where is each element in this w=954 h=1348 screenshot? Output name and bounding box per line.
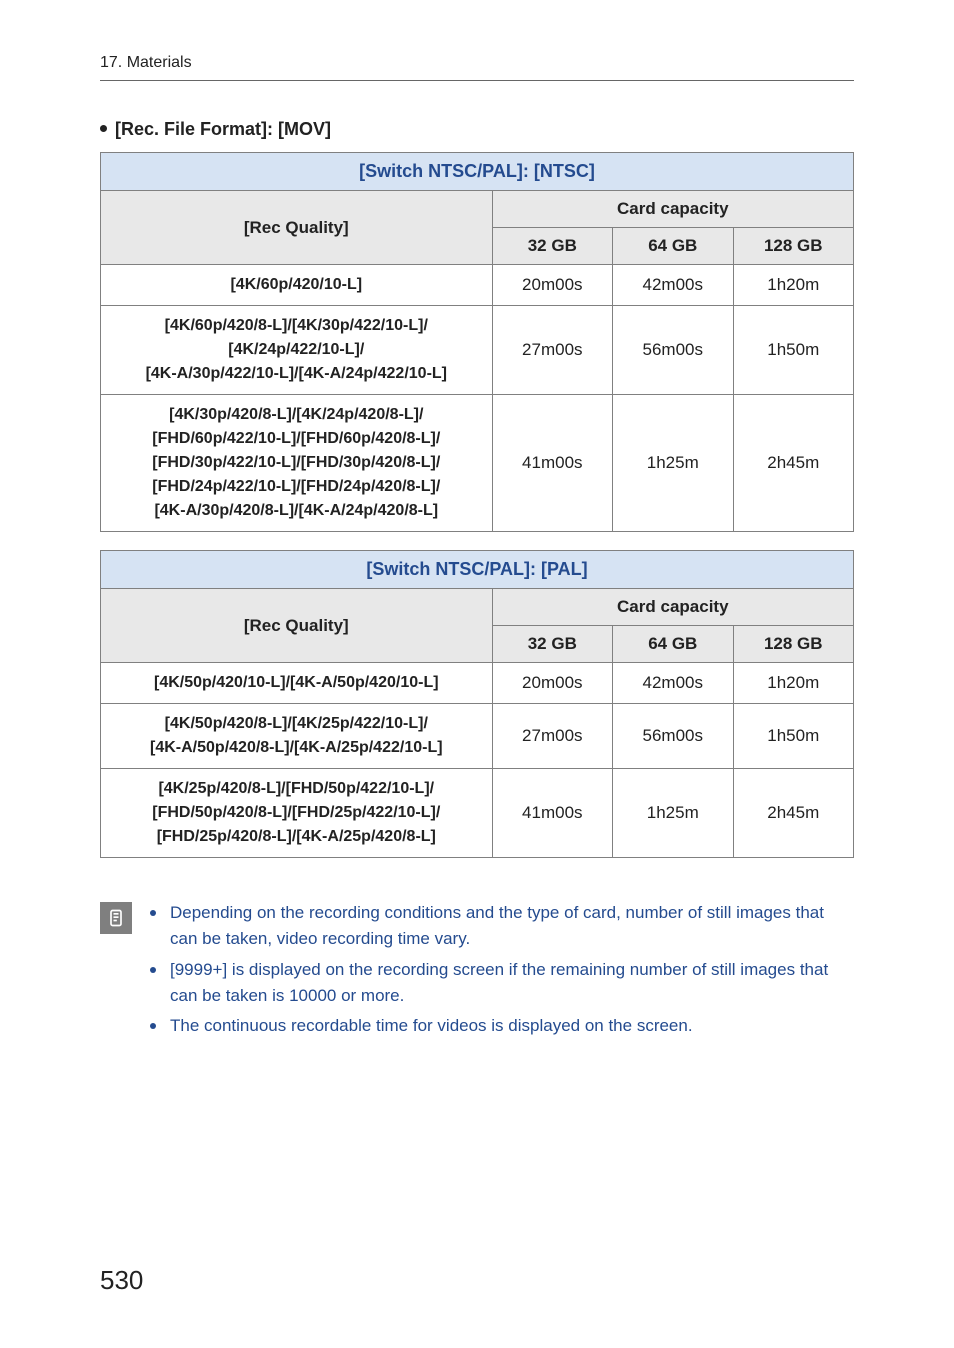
rec-quality-cell: [4K/30p/420/8-L]/[4K/24p/420/8-L]/[FHD/6… xyxy=(101,395,493,532)
value-cell: 56m00s xyxy=(613,704,733,769)
value-cell: 1h20m xyxy=(733,663,854,704)
rec-quality-header: [Rec Quality] xyxy=(101,589,493,663)
value-cell: 1h50m xyxy=(733,704,854,769)
rec-quality-cell: [4K/50p/420/10-L]/[4K-A/50p/420/10-L] xyxy=(101,663,493,704)
value-cell: 41m00s xyxy=(492,769,612,858)
col-32gb: 32 GB xyxy=(492,228,612,265)
rec-quality-cell: [4K/50p/420/8-L]/[4K/25p/422/10-L]/[4K-A… xyxy=(101,704,493,769)
col-128gb: 128 GB xyxy=(733,228,854,265)
table-row: [4K/30p/420/8-L]/[4K/24p/420/8-L]/[FHD/6… xyxy=(101,395,854,532)
value-cell: 42m00s xyxy=(613,265,733,306)
rec-quality-cell: [4K/60p/420/8-L]/[4K/30p/422/10-L]/[4K/2… xyxy=(101,306,493,395)
bullet-icon xyxy=(150,910,156,916)
table-ntsc: [Switch NTSC/PAL]: [NTSC] [Rec Quality] … xyxy=(100,152,854,532)
bullet-icon xyxy=(150,1023,156,1029)
value-cell: 1h25m xyxy=(613,395,733,532)
col-64gb: 64 GB xyxy=(613,228,733,265)
table-pal: [Switch NTSC/PAL]: [PAL] [Rec Quality] C… xyxy=(100,550,854,858)
note-text: Depending on the recording conditions an… xyxy=(170,900,854,953)
table-row: [4K/50p/420/8-L]/[4K/25p/422/10-L]/[4K-A… xyxy=(101,704,854,769)
table-row: [4K/50p/420/10-L]/[4K-A/50p/420/10-L] 20… xyxy=(101,663,854,704)
value-cell: 1h50m xyxy=(733,306,854,395)
note-text: The continuous recordable time for video… xyxy=(170,1013,693,1039)
info-note-icon xyxy=(100,902,132,934)
table-ntsc-title: [Switch NTSC/PAL]: [NTSC] xyxy=(101,153,854,191)
value-cell: 27m00s xyxy=(492,306,612,395)
value-cell: 20m00s xyxy=(492,265,612,306)
value-cell: 56m00s xyxy=(613,306,733,395)
value-cell: 1h25m xyxy=(613,769,733,858)
value-cell: 20m00s xyxy=(492,663,612,704)
col-128gb: 128 GB xyxy=(733,626,854,663)
table-row: [4K/60p/420/8-L]/[4K/30p/422/10-L]/[4K/2… xyxy=(101,306,854,395)
rec-quality-header: [Rec Quality] xyxy=(101,191,493,265)
note-text: [9999+] is displayed on the recording sc… xyxy=(170,957,854,1010)
rec-file-format-heading: [Rec. File Format]: [MOV] xyxy=(100,119,854,140)
table-row: [4K/60p/420/10-L] 20m00s 42m00s 1h20m xyxy=(101,265,854,306)
note-item: [9999+] is displayed on the recording sc… xyxy=(150,957,854,1010)
bullet-icon xyxy=(150,967,156,973)
heading-text: [Rec. File Format]: [MOV] xyxy=(115,119,331,139)
card-capacity-header: Card capacity xyxy=(492,191,853,228)
notes-block: Depending on the recording conditions an… xyxy=(100,900,854,1044)
table-row: [4K/25p/420/8-L]/[FHD/50p/422/10-L]/[FHD… xyxy=(101,769,854,858)
note-item: The continuous recordable time for video… xyxy=(150,1013,854,1039)
value-cell: 2h45m xyxy=(733,769,854,858)
bullet-icon xyxy=(100,125,107,132)
value-cell: 2h45m xyxy=(733,395,854,532)
value-cell: 1h20m xyxy=(733,265,854,306)
chapter-label: 17. Materials xyxy=(100,54,854,81)
table-pal-title: [Switch NTSC/PAL]: [PAL] xyxy=(101,551,854,589)
rec-quality-cell: [4K/60p/420/10-L] xyxy=(101,265,493,306)
card-capacity-header: Card capacity xyxy=(492,589,853,626)
value-cell: 41m00s xyxy=(492,395,612,532)
value-cell: 42m00s xyxy=(613,663,733,704)
notes-list: Depending on the recording conditions an… xyxy=(150,900,854,1044)
page-number: 530 xyxy=(100,1265,143,1296)
rec-quality-cell: [4K/25p/420/8-L]/[FHD/50p/422/10-L]/[FHD… xyxy=(101,769,493,858)
col-32gb: 32 GB xyxy=(492,626,612,663)
value-cell: 27m00s xyxy=(492,704,612,769)
note-item: Depending on the recording conditions an… xyxy=(150,900,854,953)
col-64gb: 64 GB xyxy=(613,626,733,663)
